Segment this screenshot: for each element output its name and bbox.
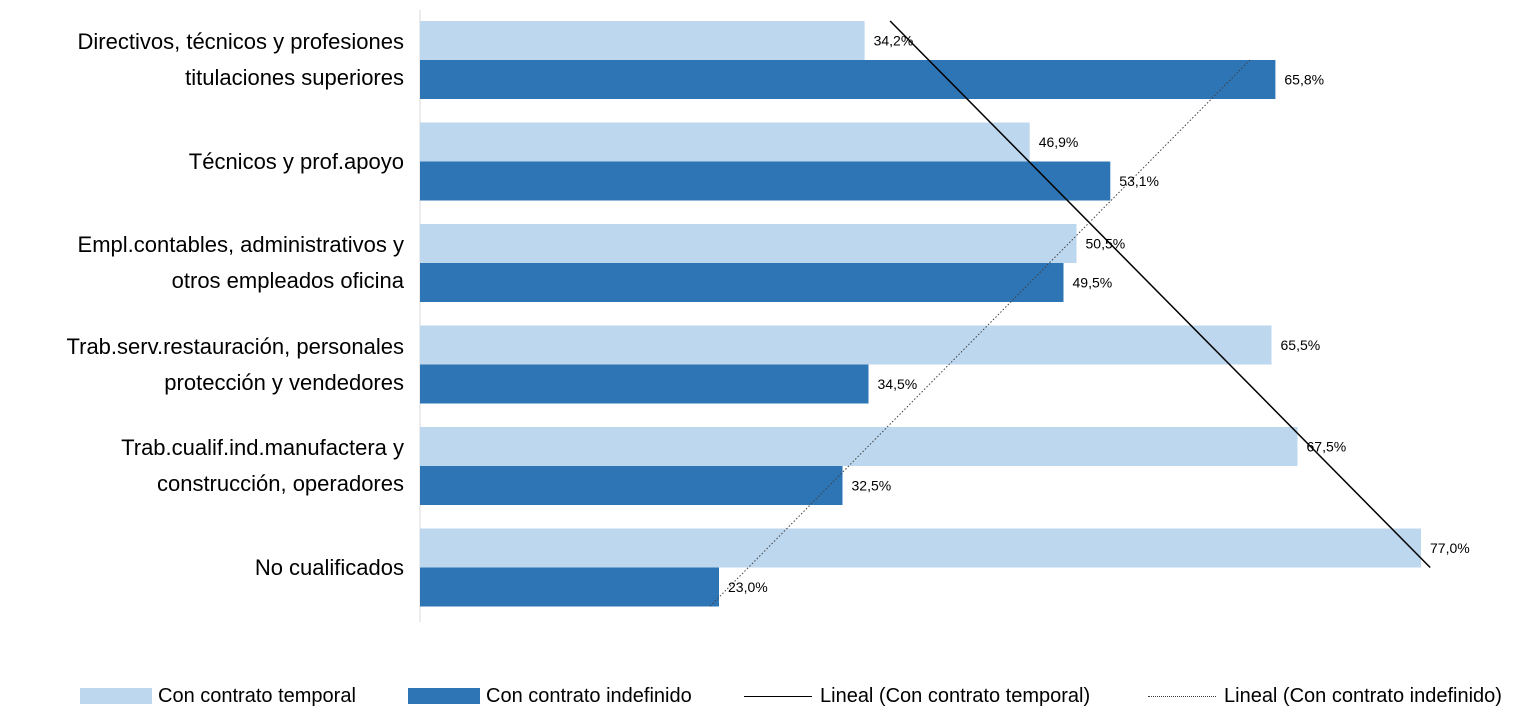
data-label-indefinido-2: 49,5% (1073, 275, 1113, 291)
trendline-temporal (889, 20, 1431, 569)
data-label-indefinido-5: 23,0% (728, 579, 768, 595)
data-label-temporal-3: 65,5% (1281, 337, 1321, 353)
data-label-temporal-4: 67,5% (1307, 439, 1347, 455)
legend-swatch-trend-temporal (744, 695, 812, 697)
data-labels-layer: 34,2% 65,8% 46,9% 53,1% 50,5% 49,5% 65,5% 34,5%… (728, 33, 1470, 596)
bar-temporal-3 (420, 325, 1272, 365)
legend-swatch-trend-indefinido (1148, 695, 1216, 697)
trendlines-layer (709, 20, 1431, 607)
legend-label-temporal: Con contrato temporal (158, 684, 356, 707)
category-label-0: Directivos, técnicos y profesiones titul… (77, 29, 404, 90)
bars-layer (420, 21, 1421, 607)
category-label-5: No cualificados (254, 554, 404, 580)
legend-label-trend-indefinido: Lineal (Con contrato indefinido) (1224, 684, 1502, 707)
category-label-1: Técnicos y prof.apoyo (188, 148, 404, 174)
data-label-temporal-1: 46,9% (1039, 134, 1079, 150)
category-label-2: Empl.contables, administrativos y otros … (77, 232, 404, 293)
legend: Con contrato temporal Con contrato indef… (0, 680, 1528, 712)
data-label-temporal-0: 34,2% (874, 33, 914, 49)
bar-temporal-2 (420, 224, 1077, 263)
bar-indefinido-4 (420, 466, 843, 505)
bar-indefinido-5 (420, 567, 719, 607)
legend-swatch-indefinido (408, 688, 480, 704)
category-label-4: Trab.cualif.ind.manufactera y construcci… (121, 435, 404, 496)
bar-temporal-0 (420, 21, 865, 60)
legend-swatch-temporal (80, 688, 152, 704)
data-label-indefinido-3: 34,5% (878, 376, 918, 392)
bar-temporal-5 (420, 528, 1421, 568)
data-label-indefinido-0: 65,8% (1284, 72, 1324, 88)
legend-item-trend-indefinido: Lineal (Con contrato indefinido) (1148, 680, 1502, 712)
bar-temporal-4 (420, 427, 1298, 466)
data-label-temporal-2: 50,5% (1086, 236, 1126, 252)
data-label-indefinido-1: 53,1% (1119, 173, 1159, 189)
bar-indefinido-0 (420, 60, 1276, 99)
legend-item-indefinido: Con contrato indefinido (408, 680, 692, 712)
category-label-3: Trab.serv.restauración, personales prote… (66, 333, 405, 395)
data-label-temporal-5: 77,0% (1430, 540, 1470, 556)
bar-indefinido-2 (420, 263, 1064, 302)
legend-item-temporal: Con contrato temporal (80, 680, 356, 712)
legend-label-indefinido: Con contrato indefinido (486, 684, 692, 707)
bar-indefinido-1 (420, 161, 1111, 201)
legend-item-trend-temporal: Lineal (Con contrato temporal) (744, 680, 1090, 712)
bar-indefinido-3 (420, 364, 869, 404)
legend-label-trend-temporal: Lineal (Con contrato temporal) (820, 684, 1091, 707)
data-label-indefinido-4: 32,5% (852, 478, 892, 494)
bar-temporal-1 (420, 122, 1030, 162)
